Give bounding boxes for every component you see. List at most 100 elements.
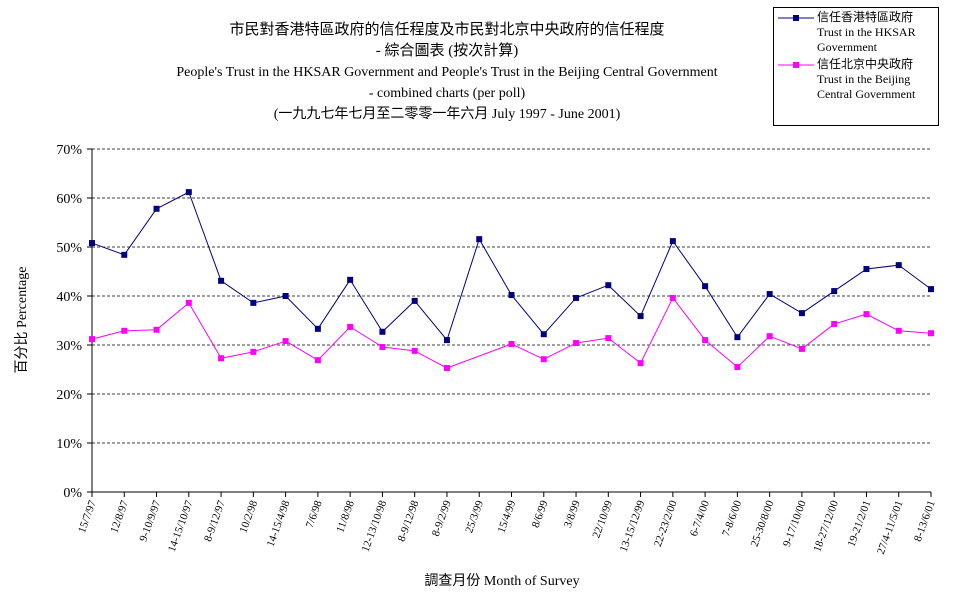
series-line <box>736 293 771 338</box>
data-point <box>702 283 709 290</box>
x-tick-label: 15/7/97 <box>76 498 99 534</box>
series-line <box>866 264 899 270</box>
x-tick-label: 9-17/10/00 <box>781 498 809 548</box>
data-point <box>379 343 386 350</box>
data-point <box>476 236 483 243</box>
data-point <box>734 364 741 371</box>
series-line <box>737 335 770 368</box>
series-line <box>124 329 157 332</box>
series-line <box>478 238 512 296</box>
data-point <box>540 331 547 338</box>
chart-title: - 綜合圖表 (按次計算) <box>376 41 519 59</box>
series-line <box>317 279 351 330</box>
x-tick-label: 8-9/12/98 <box>396 498 422 543</box>
data-point <box>895 327 902 334</box>
series-line <box>285 295 319 330</box>
legend: 信任香港特區政府 Trust in the HKSAR Government 信任… <box>773 7 939 126</box>
x-axis-label: 調查月份 Month of Survey <box>424 573 579 589</box>
x-tick-label: 11/8/98 <box>334 498 357 534</box>
data-point <box>218 277 225 284</box>
series-line <box>446 343 512 369</box>
data-point <box>540 356 547 363</box>
data-point <box>766 333 773 340</box>
data-point <box>863 266 870 273</box>
series-line <box>156 302 190 331</box>
x-tick-label: 12/8/97 <box>108 498 131 534</box>
series-line <box>382 346 415 352</box>
x-tick-label: 7-8/6/00 <box>720 498 744 538</box>
series-line <box>704 339 738 368</box>
chart-title: 市民對香港特區政府的信任程度及市民對北京中央政府的信任程度 <box>229 21 664 38</box>
series-line <box>188 191 222 281</box>
x-tick-label: 27/4-11/5/01 <box>875 499 906 556</box>
data-point <box>314 357 321 364</box>
series-line <box>414 350 448 369</box>
data-point <box>282 293 289 299</box>
series-line <box>349 326 383 348</box>
series-line <box>833 268 867 292</box>
titles: 市民對香港特區政府的信任程度及市民對北京中央政府的信任程度 - 綜合圖表 (按次計… <box>176 21 717 122</box>
legend-label: 信任北京中央政府 Trust in the Beijing Central Go… <box>817 57 916 101</box>
series-line <box>898 330 932 334</box>
data-point <box>347 323 354 330</box>
data-point <box>928 330 934 337</box>
data-point <box>411 347 418 354</box>
data-point <box>153 326 160 333</box>
x-tick-label: 3/8/99 <box>562 498 583 529</box>
series-line <box>91 242 125 256</box>
y-axis-label: 百分比 Percentage <box>14 267 30 374</box>
data-point <box>250 299 257 306</box>
y-tick-label: 10% <box>56 437 82 452</box>
series-line <box>640 297 674 364</box>
series-line <box>801 290 835 314</box>
series-line <box>220 351 254 359</box>
chart-title: (一九九七年七月至二零零一年六月 July 1997 - June 2001) <box>274 106 621 122</box>
x-tick-label: 13-15/12/99 <box>618 498 648 553</box>
series-line <box>123 208 157 256</box>
series-line <box>607 284 641 317</box>
x-tick-label: 8-13/6/01 <box>912 499 938 543</box>
data-point <box>637 360 644 367</box>
data-point <box>831 288 838 295</box>
series-line <box>672 297 706 341</box>
x-tick-label: 10/2/98 <box>237 498 260 534</box>
x-tick-label: 22-23/2/00 <box>652 498 680 548</box>
data-point <box>798 310 805 317</box>
series-line <box>253 295 286 304</box>
y-tick-label: 30% <box>56 339 82 354</box>
x-tick-label: 25/3/99 <box>463 498 486 534</box>
x-tick-label: 18-27/12/00 <box>811 498 841 553</box>
series-line <box>543 297 577 335</box>
legend-swatch <box>778 15 814 21</box>
series-line <box>511 294 545 335</box>
x-tick-label: 6-7/4/00 <box>688 498 712 538</box>
data-point <box>89 336 95 343</box>
series-line <box>317 326 351 361</box>
data-point <box>314 325 321 332</box>
y-tick-label: 0% <box>63 486 82 501</box>
x-tick-label: 22/10/99 <box>590 498 615 539</box>
x-tick-label: 8-9/12/97 <box>202 498 228 543</box>
data-point <box>928 286 934 293</box>
series-line <box>382 300 416 333</box>
data-point <box>702 337 709 344</box>
data-point <box>443 337 450 344</box>
data-point <box>573 340 580 347</box>
series-line <box>608 337 641 364</box>
data-point <box>121 327 128 334</box>
data-point <box>411 297 418 304</box>
series-line <box>253 340 286 353</box>
series-line <box>220 280 254 304</box>
x-tick-label: 9-10/9/97 <box>137 498 163 543</box>
data-point <box>379 328 386 335</box>
data-point <box>282 338 289 345</box>
series-line <box>640 240 674 317</box>
x-tick-label: 14-15/4/98 <box>265 498 293 548</box>
data-point <box>669 238 676 245</box>
legend-entry: 信任香港特區政府 Trust in the HKSAR Government <box>774 10 938 55</box>
series-line <box>575 337 609 344</box>
series-line <box>91 330 125 340</box>
series-line <box>769 335 803 350</box>
